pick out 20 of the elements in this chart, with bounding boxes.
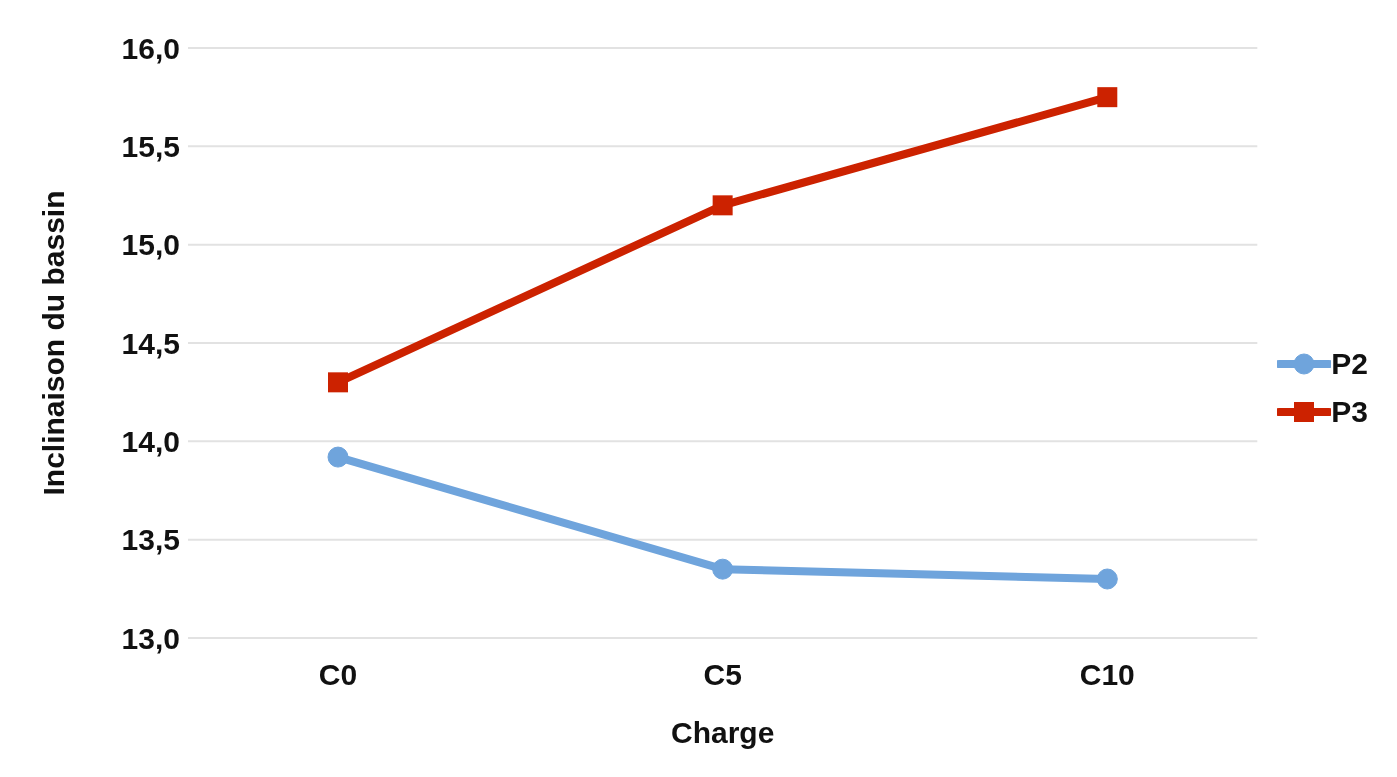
y-tick-label: 14,0	[121, 424, 180, 458]
y-tick-label: 13,5	[121, 523, 180, 557]
point	[328, 372, 348, 393]
x-tick-label: C10	[1079, 658, 1135, 692]
point	[712, 558, 734, 580]
y-tick-label: 14,5	[121, 326, 180, 360]
x-axis-title: Charge	[670, 716, 775, 749]
y-tick-label: 15,5	[121, 129, 180, 163]
point	[1096, 568, 1118, 590]
x-tick-label: C5	[703, 658, 742, 692]
y-axis-title: Inclinaison du bassin	[36, 190, 70, 496]
point	[1097, 87, 1118, 108]
point	[712, 195, 733, 216]
x-tick-label: C0	[318, 658, 358, 692]
y-tick-label: 13,0	[121, 621, 180, 655]
legend-label: P3	[1331, 395, 1368, 429]
y-tick-label: 15,0	[121, 228, 180, 262]
point	[327, 446, 349, 468]
legend-label: P2	[1331, 347, 1368, 381]
y-tick-label: 16,0	[121, 31, 180, 65]
